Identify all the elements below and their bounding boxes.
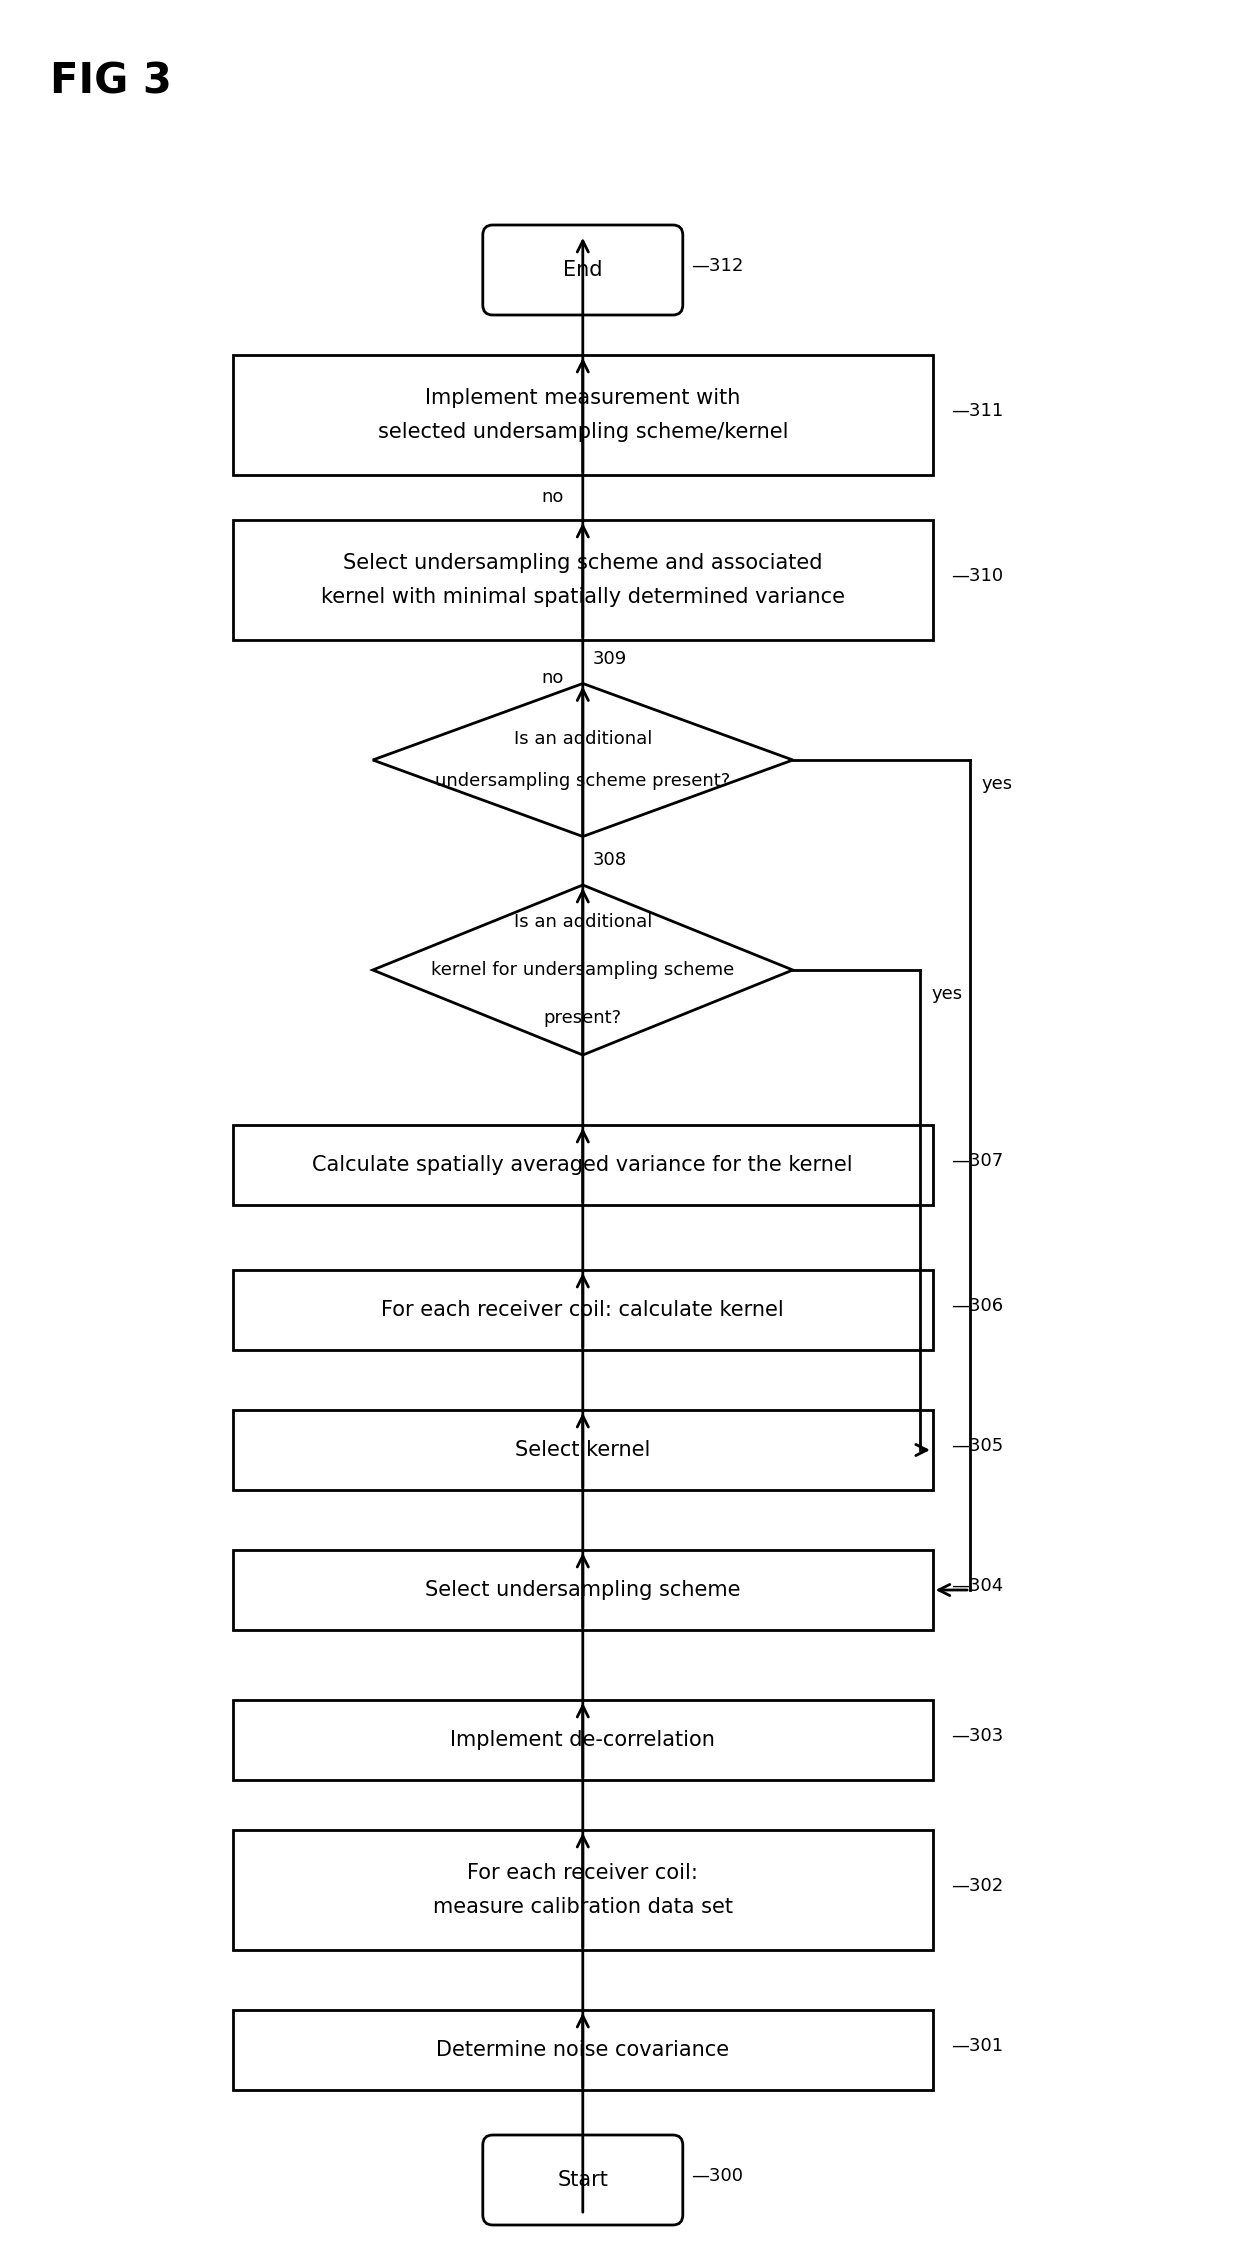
- Text: —305: —305: [951, 1438, 1003, 1456]
- Text: —300: —300: [691, 2167, 743, 2185]
- Text: Select undersampling scheme: Select undersampling scheme: [425, 1580, 740, 1600]
- Text: undersampling scheme present?: undersampling scheme present?: [435, 772, 730, 790]
- Text: kernel with minimal spatially determined variance: kernel with minimal spatially determined…: [321, 587, 844, 607]
- Bar: [233, 1124, 932, 1205]
- Text: Calculate spatially averaged variance for the kernel: Calculate spatially averaged variance fo…: [312, 1156, 853, 1176]
- Text: Determine noise covariance: Determine noise covariance: [436, 2040, 729, 2061]
- Text: no: no: [542, 670, 564, 686]
- Text: For each receiver coil:: For each receiver coil:: [467, 1864, 698, 1882]
- Text: Is an additional: Is an additional: [513, 914, 652, 932]
- Text: —307: —307: [951, 1151, 1003, 1169]
- Text: measure calibration data set: measure calibration data set: [433, 1896, 733, 1916]
- Text: Implement measurement with: Implement measurement with: [425, 388, 740, 409]
- Bar: [233, 1411, 932, 1490]
- Text: —310: —310: [951, 567, 1003, 585]
- Bar: [233, 1700, 932, 1781]
- Text: —303: —303: [951, 1727, 1003, 1745]
- Text: FIG 3: FIG 3: [50, 61, 172, 102]
- Text: no: no: [542, 488, 564, 506]
- Bar: [233, 354, 932, 474]
- Text: present?: present?: [543, 1009, 622, 1027]
- Text: yes: yes: [982, 774, 1013, 792]
- Text: kernel for undersampling scheme: kernel for undersampling scheme: [432, 961, 734, 980]
- Polygon shape: [373, 885, 792, 1054]
- Text: Is an additional: Is an additional: [513, 729, 652, 747]
- Text: Implement de-correlation: Implement de-correlation: [450, 1731, 715, 1749]
- Bar: [233, 2011, 932, 2090]
- Text: —302: —302: [951, 1878, 1003, 1896]
- Bar: [233, 519, 932, 641]
- Polygon shape: [373, 684, 792, 837]
- Bar: [233, 1271, 932, 1350]
- Text: selected undersampling scheme/kernel: selected undersampling scheme/kernel: [377, 422, 789, 442]
- Text: —304: —304: [951, 1578, 1003, 1596]
- Text: Select kernel: Select kernel: [515, 1440, 651, 1460]
- Text: —301: —301: [951, 2038, 1003, 2056]
- Text: —311: —311: [951, 402, 1003, 420]
- FancyBboxPatch shape: [482, 2135, 683, 2225]
- Text: End: End: [563, 260, 603, 280]
- Text: 309: 309: [593, 650, 627, 668]
- FancyBboxPatch shape: [482, 226, 683, 316]
- Bar: [233, 1551, 932, 1630]
- Bar: [233, 1830, 932, 1950]
- Text: 308: 308: [593, 851, 627, 869]
- Text: Select undersampling scheme and associated: Select undersampling scheme and associat…: [343, 553, 822, 573]
- Text: Start: Start: [557, 2169, 609, 2189]
- Text: For each receiver coil: calculate kernel: For each receiver coil: calculate kernel: [382, 1300, 784, 1320]
- Text: —306: —306: [951, 1298, 1003, 1316]
- Text: yes: yes: [932, 984, 963, 1002]
- Text: —312: —312: [691, 257, 743, 275]
